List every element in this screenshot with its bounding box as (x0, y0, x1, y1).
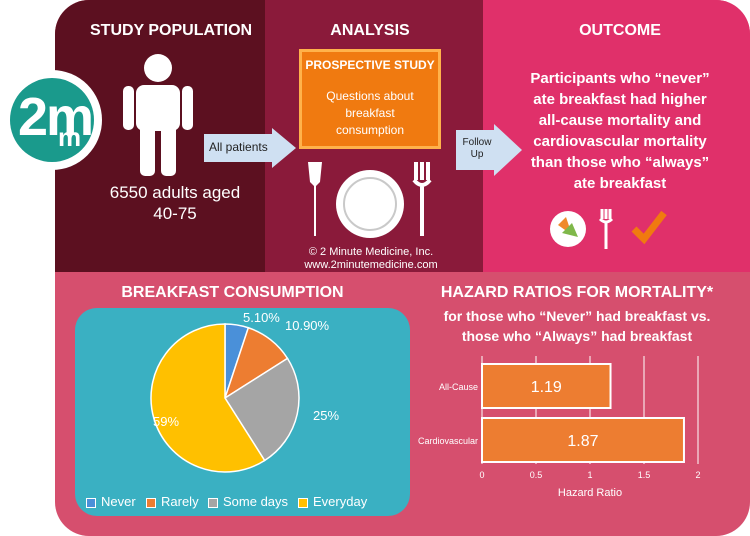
hr-category-label: Cardiovascular (418, 436, 478, 446)
study-population-title: STUDY POPULATION (90, 22, 253, 39)
outcome-line-3: all-cause mortality and (538, 112, 702, 129)
legend-rarely: Rarely (146, 494, 199, 509)
pie-data-label: 25% (313, 408, 339, 423)
prospective-study-title: PROSPECTIVE STUDY (305, 58, 435, 72)
person-icon (123, 54, 193, 176)
breakfast-consumption-title: BREAKFAST CONSUMPTION (121, 284, 344, 301)
population-line-1: 6550 adults aged (109, 183, 241, 202)
box-line-1: Questions about (326, 89, 414, 103)
follow-label: Follow (462, 137, 492, 148)
follow-up-arrow (456, 124, 522, 176)
hr-tick-label: 0 (479, 470, 484, 480)
population-line-2: 40-75 (153, 204, 197, 223)
legend-label-rarely: Rarely (161, 494, 199, 509)
outcome-line-1: Participants who “never” (530, 70, 710, 87)
prospective-study-box: PROSPECTIVE STUDY Questions about breakf… (299, 49, 441, 149)
hr-tick-label: 0.5 (530, 470, 543, 480)
legend-never: Never (86, 494, 136, 509)
breakfast-check-icon (550, 209, 667, 249)
all-patients-arrow (204, 128, 296, 168)
legend-swatch-rarely (146, 497, 156, 508)
hazard-ratio-chart: 0 0.5 1 1.5 2 1.19 All-Cause 1.87 Cardiovascular… (418, 356, 701, 499)
legend-label-never: Never (101, 494, 136, 509)
plate-utensils-icon (308, 162, 432, 238)
outcome-line-6: ate breakfast (573, 175, 667, 192)
hr-category-label: All-Cause (439, 382, 478, 392)
outcome-title: OUTCOME (579, 22, 661, 39)
pie-data-label: 10.90% (285, 318, 330, 333)
legend-some-days: Some days (208, 494, 288, 509)
hr-tick-label: 2 (695, 470, 700, 480)
outcome-line-2: ate breakfast had higher (533, 91, 707, 108)
analysis-title: ANALYSIS (330, 22, 410, 39)
hr-bar-all-cause (481, 363, 612, 409)
breakfast-pie-chart: 5.10% 10.90% 25% 59% (150, 310, 339, 473)
hr-bar-cardiovascular (481, 417, 685, 463)
logo-sub-overlay: m (58, 122, 82, 152)
hr-tick-label: 1 (587, 470, 592, 480)
copyright-text: © 2 Minute Medicine, Inc. (308, 246, 434, 258)
up-label: Up (470, 149, 484, 160)
fork-icon (412, 162, 432, 236)
pie-data-label: 59% (153, 414, 179, 429)
hazard-ratio-title: HAZARD RATIOS FOR MORTALITY* (440, 284, 714, 301)
outcome-line-5: than those who “always” (530, 154, 710, 171)
population-description: 6550 adults aged 40-75 (90, 182, 260, 224)
hazard-subtitle-line-2: those who “Always” had breakfast (461, 328, 693, 344)
hr-axis-title: Hazard Ratio (558, 487, 622, 499)
legend-swatch-some-days (208, 497, 218, 508)
hr-data-label: 1.87 (567, 433, 598, 450)
pie-slice-everyday (150, 323, 266, 473)
legend-label-some-days: Some days (223, 494, 289, 509)
legend-label-everyday: Everyday (313, 494, 368, 509)
hr-data-label: 1.19 (531, 379, 562, 396)
box-line-3: consumption (335, 123, 405, 137)
all-patients-label: All patients (209, 140, 268, 154)
pie-data-label: 5.10% (243, 310, 280, 325)
legend-swatch-never (86, 497, 96, 508)
outcome-text: Participants who “never” ate breakfast h… (510, 68, 730, 194)
hazard-subtitle-line-1: for those who “Never” had breakfast vs. (443, 308, 711, 324)
outcome-panel (483, 0, 750, 272)
follow-up-label: Follow Up (458, 137, 496, 161)
pie-slice-some-days (223, 357, 300, 462)
logo-text-overlay: 2m (18, 87, 94, 147)
checkmark-icon (631, 210, 667, 245)
prospective-study-text: Questions about breakfast consumption (302, 88, 438, 139)
logo-overlay: 2m m (2, 70, 102, 170)
legend-everyday: Everyday (298, 494, 367, 509)
legend-swatch-everyday (298, 497, 308, 508)
knife-icon (308, 162, 322, 236)
website-url: www.2minutemedicine.com (304, 259, 438, 271)
outcome-line-4: cardiovascular mortality (533, 133, 707, 150)
box-line-2: breakfast (345, 106, 395, 120)
hazard-subtitle: for those who “Never” had breakfast vs. … (418, 306, 736, 346)
hr-tick-label: 1.5 (638, 470, 651, 480)
copyright-block: © 2 Minute Medicine, Inc. www.2minutemed… (300, 246, 442, 272)
